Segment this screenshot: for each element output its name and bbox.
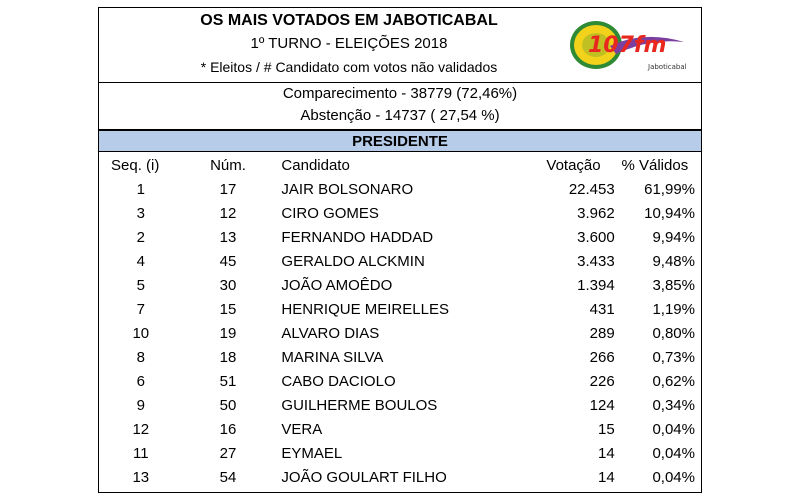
cell-seq: 6 — [136, 373, 145, 390]
table-header-row: Seq. (i) Núm. Candidato Votação % Válido… — [99, 154, 701, 178]
cell-votes: 3.600 — [577, 229, 615, 246]
cell-num: 19 — [219, 325, 237, 342]
results-table: Seq. (i) Núm. Candidato Votação % Válido… — [99, 154, 701, 490]
radio-107fm-logo: 107fm Jaboticabal — [570, 21, 687, 71]
cell-name: GUILHERME BOULOS — [281, 397, 438, 414]
turnout-stats: Comparecimento - 38779 (72,46%) Abstençã… — [99, 83, 701, 130]
cell-num: 15 — [219, 301, 237, 318]
logo-caption: Jaboticabal — [647, 63, 687, 71]
cell-votes: 1.394 — [577, 277, 615, 294]
cell-name: MARINA SILVA — [281, 349, 384, 366]
logo-text: 107fm — [588, 33, 666, 58]
cell-seq: 1 — [136, 181, 145, 198]
cell-pct: 61,99% — [644, 181, 695, 198]
table-row: 6 51 CABO DACIOLO 226 0,62% — [99, 370, 701, 394]
cell-name: GERALDO ALCKMIN — [281, 253, 425, 270]
cell-num: 30 — [219, 277, 237, 294]
table-row: 9 50 GUILHERME BOULOS 124 0,34% — [99, 394, 701, 418]
cell-pct: 0,04% — [652, 421, 695, 438]
table-row: 2 13 FERNANDO HADDAD 3.600 9,94% — [99, 226, 701, 250]
cell-name: JAIR BOLSONARO — [281, 181, 414, 198]
cell-name: CABO DACIOLO — [281, 373, 396, 390]
cell-num: 45 — [219, 253, 237, 270]
cell-num: 27 — [219, 445, 237, 462]
sheet-header: OS MAIS VOTADOS EM JABOTICABAL 1º TURNO … — [99, 8, 701, 83]
sheet-subtitle: 1º TURNO - ELEIÇÕES 2018 — [250, 35, 448, 52]
col-num-header: Núm. — [210, 157, 246, 174]
col-votes-header: Votação — [546, 157, 601, 174]
cell-name: JOÃO AMOÊDO — [281, 277, 393, 294]
cell-votes: 289 — [589, 325, 615, 342]
cell-pct: 1,19% — [652, 301, 695, 318]
cell-pct: 0,04% — [652, 469, 695, 486]
cell-name: VERA — [281, 421, 323, 438]
cell-votes: 15 — [598, 421, 615, 438]
cell-pct: 0,04% — [652, 445, 695, 462]
cell-votes: 3.433 — [577, 253, 615, 270]
cell-num: 18 — [219, 349, 237, 366]
table-row: 11 27 EYMAEL 14 0,04% — [99, 442, 701, 466]
results-sheet: OS MAIS VOTADOS EM JABOTICABAL 1º TURNO … — [98, 7, 702, 493]
col-pct-header: % Válidos — [621, 157, 689, 174]
cell-pct: 9,48% — [652, 253, 695, 270]
cell-num: 13 — [219, 229, 237, 246]
cell-votes: 266 — [589, 349, 615, 366]
cell-name: FERNANDO HADDAD — [281, 229, 434, 246]
cell-name: ALVARO DIAS — [281, 325, 380, 342]
cell-pct: 10,94% — [644, 205, 695, 222]
cell-name: HENRIQUE MEIRELLES — [281, 301, 449, 318]
cell-pct: 0,73% — [652, 349, 695, 366]
cell-votes: 124 — [589, 397, 615, 414]
cell-seq: 8 — [136, 349, 145, 366]
table-row: 8 18 MARINA SILVA 266 0,73% — [99, 346, 701, 370]
cell-pct: 9,94% — [652, 229, 695, 246]
col-name-header: Candidato — [281, 157, 350, 174]
cell-num: 54 — [219, 469, 237, 486]
cell-name: CIRO GOMES — [281, 205, 379, 222]
col-seq-header: Seq. (i) — [111, 157, 160, 174]
cell-seq: 10 — [132, 325, 150, 342]
cell-name: EYMAEL — [281, 445, 343, 462]
cell-num: 50 — [219, 397, 237, 414]
cell-votes: 226 — [589, 373, 615, 390]
cell-pct: 0,62% — [652, 373, 695, 390]
cell-seq: 5 — [136, 277, 145, 294]
cell-seq: 7 — [136, 301, 145, 318]
table-row: 13 54 JOÃO GOULART FILHO 14 0,04% — [99, 466, 701, 490]
table-row: 4 45 GERALDO ALCKMIN 3.433 9,48% — [99, 250, 701, 274]
cell-votes: 431 — [589, 301, 615, 318]
cell-pct: 3,85% — [652, 277, 695, 294]
section-title: PRESIDENTE — [99, 130, 701, 152]
cell-seq: 2 — [136, 229, 145, 246]
cell-num: 17 — [219, 181, 237, 198]
table-row: 12 16 VERA 15 0,04% — [99, 418, 701, 442]
cell-seq: 4 — [136, 253, 145, 270]
cell-votes: 14 — [598, 445, 615, 462]
cell-seq: 3 — [136, 205, 145, 222]
cell-seq: 13 — [132, 469, 150, 486]
table-row: 7 15 HENRIQUE MEIRELLES 431 1,19% — [99, 298, 701, 322]
cell-pct: 0,80% — [652, 325, 695, 342]
cell-num: 51 — [219, 373, 237, 390]
attendance-text: Comparecimento - 38779 (72,46%) — [282, 85, 518, 102]
sheet-title: OS MAIS VOTADOS EM JABOTICABAL — [200, 12, 498, 29]
cell-num: 16 — [219, 421, 237, 438]
table-row: 1 17 JAIR BOLSONARO 22.453 61,99% — [99, 178, 701, 202]
cell-seq: 11 — [133, 445, 149, 462]
table-row: 10 19 ALVARO DIAS 289 0,80% — [99, 322, 701, 346]
table-row: 5 30 JOÃO AMOÊDO 1.394 3,85% — [99, 274, 701, 298]
legend-note: * Eleitos / # Candidato com votos não va… — [200, 59, 498, 75]
abstention-text: Abstenção - 14737 ( 27,54 %) — [300, 107, 500, 124]
cell-votes: 3.962 — [577, 205, 615, 222]
cell-name: JOÃO GOULART FILHO — [281, 469, 447, 486]
cell-seq: 12 — [132, 421, 150, 438]
cell-votes: 22.453 — [568, 181, 615, 198]
cell-pct: 0,34% — [652, 397, 695, 414]
cell-votes: 14 — [598, 469, 615, 486]
cell-num: 12 — [219, 205, 237, 222]
table-row: 3 12 CIRO GOMES 3.962 10,94% — [99, 202, 701, 226]
cell-seq: 9 — [136, 397, 145, 414]
